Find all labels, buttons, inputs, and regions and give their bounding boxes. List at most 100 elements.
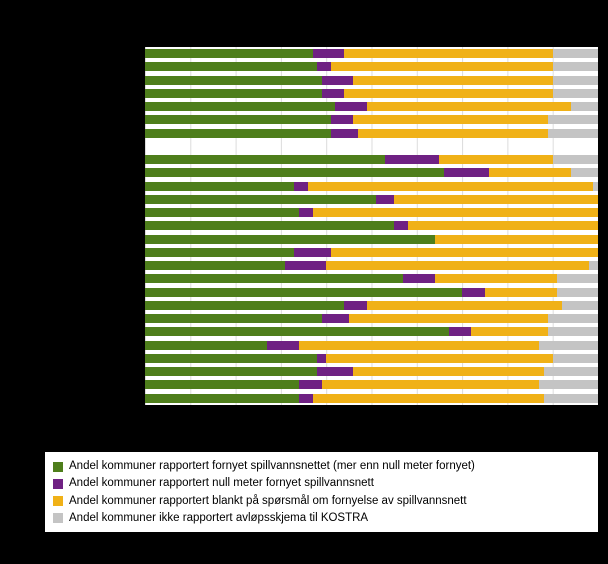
bar-segment-null-meter	[294, 181, 309, 191]
bar-segment-blankt	[353, 367, 544, 377]
bar-segment-blankt	[357, 128, 549, 138]
bar-row	[145, 259, 598, 272]
bar-segment-fornyet	[145, 367, 318, 377]
bar-row	[145, 246, 598, 259]
stacked-bar	[145, 49, 598, 59]
bar-row	[145, 392, 598, 405]
legend-label-fornyet: Andel kommuner rapportert fornyet spillv…	[69, 460, 475, 472]
legend-item-fornyet: Andel kommuner rapportert fornyet spillv…	[53, 459, 590, 474]
bar-segment-null-meter	[403, 274, 435, 284]
stacked-bar	[145, 353, 598, 363]
bar-segment-blankt	[353, 115, 549, 125]
bar-segment-null-meter	[299, 380, 322, 390]
stacked-bar	[145, 367, 598, 377]
stacked-bar	[145, 287, 598, 297]
stacked-bar	[145, 393, 598, 403]
bar-row	[145, 87, 598, 100]
bar-segment-ikke-rapportert	[552, 155, 598, 165]
bar-segment-blankt	[321, 380, 540, 390]
stacked-bar	[145, 340, 598, 350]
bar-segment-ikke-rapportert	[543, 393, 598, 403]
bar-row	[145, 352, 598, 365]
bar-row	[145, 312, 598, 325]
stacked-bar	[145, 88, 598, 98]
bar-segment-blankt	[312, 393, 544, 403]
bar-segment-null-meter	[448, 327, 472, 337]
legend-label-ikke-rapportert: Andel kommuner ikke rapportert avløpsskj…	[69, 511, 369, 524]
bar-row	[145, 166, 598, 179]
bar-row	[145, 233, 598, 246]
bar-segment-null-meter	[443, 168, 490, 178]
bar-segment-fornyet	[145, 274, 404, 284]
bar-row	[145, 219, 598, 232]
bar-segment-ikke-rapportert	[552, 75, 598, 85]
bar-segment-null-meter	[321, 314, 349, 324]
stacked-bar	[145, 155, 598, 165]
bar-segment-blankt	[366, 300, 562, 310]
bar-segment-ikke-rapportert	[552, 88, 598, 98]
bar-segment-fornyet	[145, 115, 331, 125]
bar-segment-ikke-rapportert	[557, 287, 598, 297]
bar-segment-null-meter	[394, 221, 408, 231]
bar-segment-blankt	[439, 155, 553, 165]
bar-row	[145, 74, 598, 87]
bar-row	[145, 272, 598, 285]
bar-segment-fornyet	[145, 393, 300, 403]
bar-segment-fornyet	[145, 181, 295, 191]
bar-row	[145, 100, 598, 113]
legend-swatch-gray	[53, 513, 63, 524]
stacked-bar	[145, 62, 598, 72]
stacked-bar	[145, 327, 598, 337]
group-gap	[145, 140, 598, 153]
bar-segment-null-meter	[330, 115, 354, 125]
bar-segment-blankt	[434, 274, 558, 284]
bar-row	[145, 127, 598, 140]
chart-plot-area	[145, 47, 598, 405]
bar-row	[145, 60, 598, 73]
bar-row	[145, 47, 598, 60]
stacked-bar	[145, 168, 598, 178]
bar-segment-blankt	[312, 208, 598, 218]
bar-segment-fornyet	[145, 380, 300, 390]
bar-segment-null-meter	[344, 300, 367, 310]
bar-segment-ikke-rapportert	[552, 353, 598, 363]
bar-segment-null-meter	[321, 75, 354, 85]
bar-segment-null-meter	[335, 102, 367, 112]
bar-segment-fornyet	[145, 300, 345, 310]
stacked-bar	[145, 115, 598, 125]
bar-segment-blankt	[407, 221, 598, 231]
bar-segment-null-meter	[462, 287, 485, 297]
bar-segment-blankt	[353, 75, 553, 85]
bar-segment-ikke-rapportert	[548, 128, 598, 138]
bar-segment-blankt	[326, 261, 589, 271]
bar-segment-blankt	[366, 102, 571, 112]
bar-segment-fornyet	[145, 314, 322, 324]
bar-segment-blankt	[394, 194, 598, 204]
bar-segment-null-meter	[299, 208, 313, 218]
bar-segment-ikke-rapportert	[548, 115, 598, 125]
stacked-bar	[145, 75, 598, 85]
bar-segment-fornyet	[145, 247, 295, 257]
bar-segment-null-meter	[321, 88, 345, 98]
bar-segment-null-meter	[385, 155, 440, 165]
legend-label-null-meter: Andel kommuner rapportert null meter for…	[69, 477, 374, 490]
legend-swatch-green	[53, 461, 63, 472]
bar-segment-null-meter	[285, 261, 327, 271]
stacked-bar	[145, 380, 598, 390]
bar-row	[145, 299, 598, 312]
stacked-bar	[145, 274, 598, 284]
bar-segment-blankt	[326, 353, 553, 363]
bar-row	[145, 378, 598, 391]
bar-segment-null-meter	[299, 393, 313, 403]
bar-segment-blankt	[299, 340, 540, 350]
bar-segment-fornyet	[145, 194, 377, 204]
bar-row	[145, 286, 598, 299]
bar-segment-fornyet	[145, 340, 268, 350]
bar-segment-blankt	[330, 62, 553, 72]
bar-segment-null-meter	[376, 194, 395, 204]
bar-segment-null-meter	[267, 340, 299, 350]
bar-segment-fornyet	[145, 327, 449, 337]
bar-segment-ikke-rapportert	[552, 62, 598, 72]
legend-item-ikke-rapportert: Andel kommuner ikke rapportert avløpsskj…	[53, 511, 590, 526]
bar-segment-blankt	[471, 327, 549, 337]
